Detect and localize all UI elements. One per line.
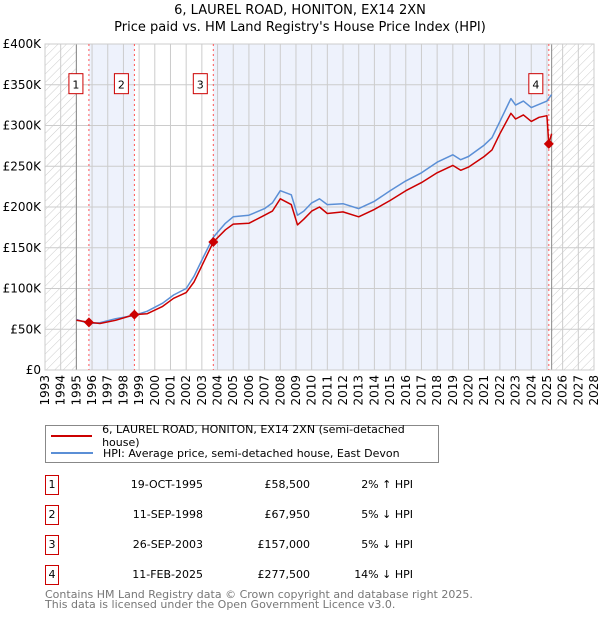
x-tick-label: 2023 [509,375,523,406]
legend-swatch-hpi [51,452,93,454]
y-tick-label: £350K [3,78,43,92]
x-tick-label: 2020 [462,375,476,406]
sale-label: 3 [197,79,204,92]
sale-date: 11-FEB-2025 [132,568,203,581]
sale-price: £157,000 [257,538,311,551]
x-tick-label: 2010 [305,375,319,406]
legend-swatch-price [51,435,93,437]
legend-item-hpi: HPI: Average price, semi-detached house,… [46,445,400,461]
x-tick-label: 1996 [85,375,99,406]
y-tick-label: £200K [3,200,43,214]
x-tick-label: 2015 [383,375,397,406]
x-tick-label: 2018 [430,375,444,406]
sale-label-box [113,73,129,95]
sale-date: 26-SEP-2003 [132,538,203,551]
x-tick-label: 2002 [179,375,193,406]
sale-date: 11-SEP-1998 [132,508,203,521]
x-tick-label: 2024 [524,375,538,406]
sale-date: 19-OCT-1995 [130,478,203,491]
sale-label-box [528,73,544,95]
sale-label: 2 [118,79,125,92]
y-tick-label: £250K [3,159,43,173]
x-tick-label: 2027 [571,375,585,406]
x-tick-label: 2007 [258,375,272,406]
sale-row: 2 11-SEP-1998 £67,950 5% ↓ HPI [45,505,413,525]
x-tick-label: 2003 [195,375,209,406]
sale-number: 2 [45,505,59,525]
sale-price: £58,500 [264,478,311,491]
footer-copyright: Contains HM Land Registry data © Crown c… [45,588,473,601]
x-tick-label: 2004 [211,375,225,406]
x-tick-label: 2013 [352,375,366,406]
sale-row: 3 26-SEP-2003 £157,000 5% ↓ HPI [45,535,413,555]
x-tick-label: 2000 [148,375,162,406]
y-tick-label: £300K [3,119,43,133]
sale-hpi-diff: 5% ↓ HPI [361,508,413,521]
y-tick-label: £400K [3,37,43,51]
x-tick-label: 2006 [242,375,256,406]
y-tick-label: £100K [3,282,43,296]
sale-point [543,138,554,149]
x-tick-label: 2022 [493,375,507,406]
sale-point [129,309,140,320]
x-tick-label: 2025 [540,375,554,406]
x-tick-label: 2014 [367,375,381,406]
y-tick-label: £0 [26,363,41,377]
y-tick-label: £150K [3,241,43,255]
x-tick-label: 2001 [163,375,177,406]
x-tick-label: 2017 [414,375,428,406]
sale-price: £67,950 [264,508,311,521]
sale-price: £277,500 [257,568,311,581]
legend-label-price: 6, LAUREL ROAD, HONITON, EX14 2XN (semi-… [102,423,405,449]
sale-point [83,317,94,328]
x-tick-label: 2011 [320,375,334,406]
x-tick-label: 1993 [38,375,52,406]
sale-row: 4 11-FEB-2025 £277,500 14% ↓ HPI [45,565,413,585]
x-tick-label: 2016 [399,375,413,406]
sale-hpi-diff: 2% ↑ HPI [361,478,413,491]
x-tick-label: 2021 [477,375,491,406]
sale-point [208,237,219,248]
sale-label-box [68,73,84,95]
legend-item-price: 6, LAUREL ROAD, HONITON, EX14 2XN (semi-… [46,423,438,449]
x-tick-label: 2019 [446,375,460,406]
price-chart: £0 £50K £100K £150K £200K £250K £300K £350K £400… [3,37,600,406]
plot-border [44,43,595,371]
x-tick-label: 1999 [132,375,146,406]
legend: 6, LAUREL ROAD, HONITON, EX14 2XN (semi-… [45,423,439,463]
x-tick-label: 1997 [101,375,115,406]
sale-number: 3 [45,535,59,555]
legend-label-hpi: HPI: Average price, semi-detached house,… [103,446,400,460]
x-tick-label: 1995 [69,375,83,406]
series-line-hpi [76,94,553,325]
series-line-price [76,112,553,325]
sale-row: 1 19-OCT-1995 £58,500 2% ↑ HPI [45,475,413,495]
sale-label: 4 [532,79,539,92]
footer-licence: This data is licensed under the Open Gov… [45,598,396,611]
x-tick-label: 1998 [116,375,130,406]
x-tick-label: 2005 [226,375,240,406]
x-tick-label: 1994 [54,375,68,406]
sale-number: 4 [45,565,59,585]
sale-number: 1 [45,475,59,495]
x-tick-label: 2028 [587,375,600,406]
x-tick-label: 2026 [556,375,570,406]
sale-label-box [192,73,208,95]
x-tick-label: 2008 [273,375,287,406]
chart-title: 6, LAUREL ROAD, HONITON, EX14 2XN [174,3,426,18]
sale-label: 1 [72,79,79,92]
sale-hpi-diff: 14% ↓ HPI [354,568,413,581]
x-tick-label: 2012 [336,375,350,406]
footer: Contains HM Land Registry data © Crown c… [45,588,473,611]
chart-subtitle: Price paid vs. HM Land Registry's House … [114,20,486,35]
y-tick-label: £50K [10,322,42,336]
x-tick-label: 2009 [289,375,303,406]
sale-hpi-diff: 5% ↓ HPI [361,538,413,551]
